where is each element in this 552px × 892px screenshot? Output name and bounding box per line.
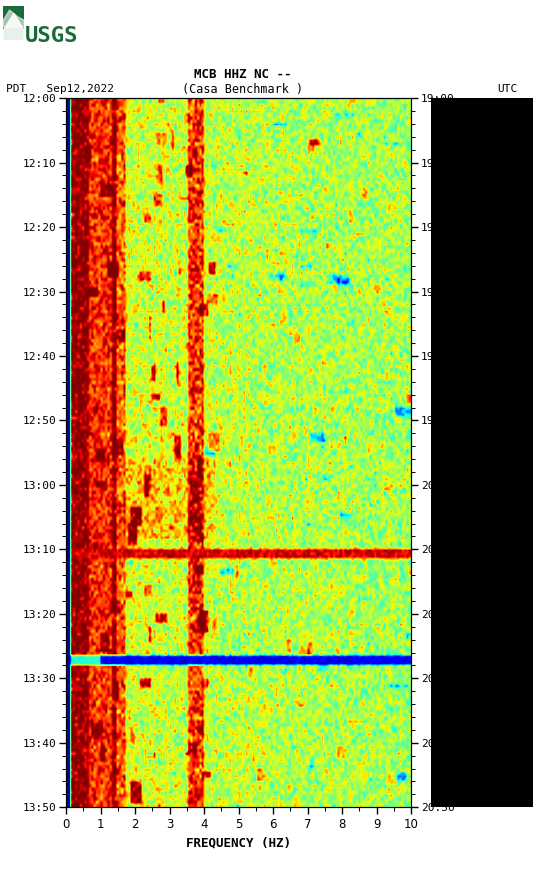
Text: (Casa Benchmark ): (Casa Benchmark ): [182, 83, 304, 95]
Text: UTC: UTC: [497, 84, 517, 95]
Text: MCB HHZ NC --: MCB HHZ NC --: [194, 69, 291, 81]
X-axis label: FREQUENCY (HZ): FREQUENCY (HZ): [186, 837, 291, 850]
Text: USGS: USGS: [25, 26, 78, 45]
Text: PDT   Sep12,2022: PDT Sep12,2022: [6, 84, 114, 95]
